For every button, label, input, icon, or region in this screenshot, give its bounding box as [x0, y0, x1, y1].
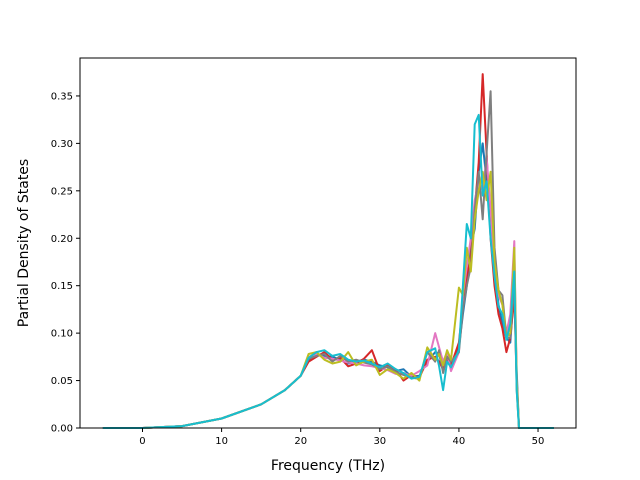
y-tick-label: 0.25	[51, 186, 73, 197]
y-tick-label: 0.35	[51, 91, 73, 102]
y-tick-label: 0.20	[51, 234, 73, 245]
y-tick-label: 0.15	[51, 281, 73, 292]
series-line-5	[102, 170, 554, 429]
x-tick-label: 10	[215, 436, 228, 447]
y-axis-ticks: 0.00 0.05 0.10 0.15 0.20 0.25 0.30 0.35	[51, 91, 80, 435]
y-tick-label: 0.10	[51, 329, 73, 340]
x-tick-label: 30	[373, 436, 386, 447]
y-tick-label: 0.05	[51, 376, 73, 387]
plot-frame	[79, 57, 577, 429]
x-tick-label: 50	[532, 436, 545, 447]
x-tick-label: 20	[294, 436, 307, 447]
y-tick-label: 0.30	[51, 139, 73, 150]
x-tick-label: 0	[139, 436, 145, 447]
x-axis-label: Frequency (THz)	[271, 458, 385, 474]
x-tick-label: 40	[453, 436, 466, 447]
y-tick-label: 0.00	[51, 424, 73, 435]
y-axis-label: Partial Density of States	[16, 159, 32, 327]
x-axis-ticks: 0 10 20 30 40 50	[139, 428, 544, 447]
series-layer	[102, 73, 554, 429]
series-line-6	[102, 113, 554, 429]
plot-area	[80, 58, 576, 428]
series-line-2	[102, 73, 554, 429]
